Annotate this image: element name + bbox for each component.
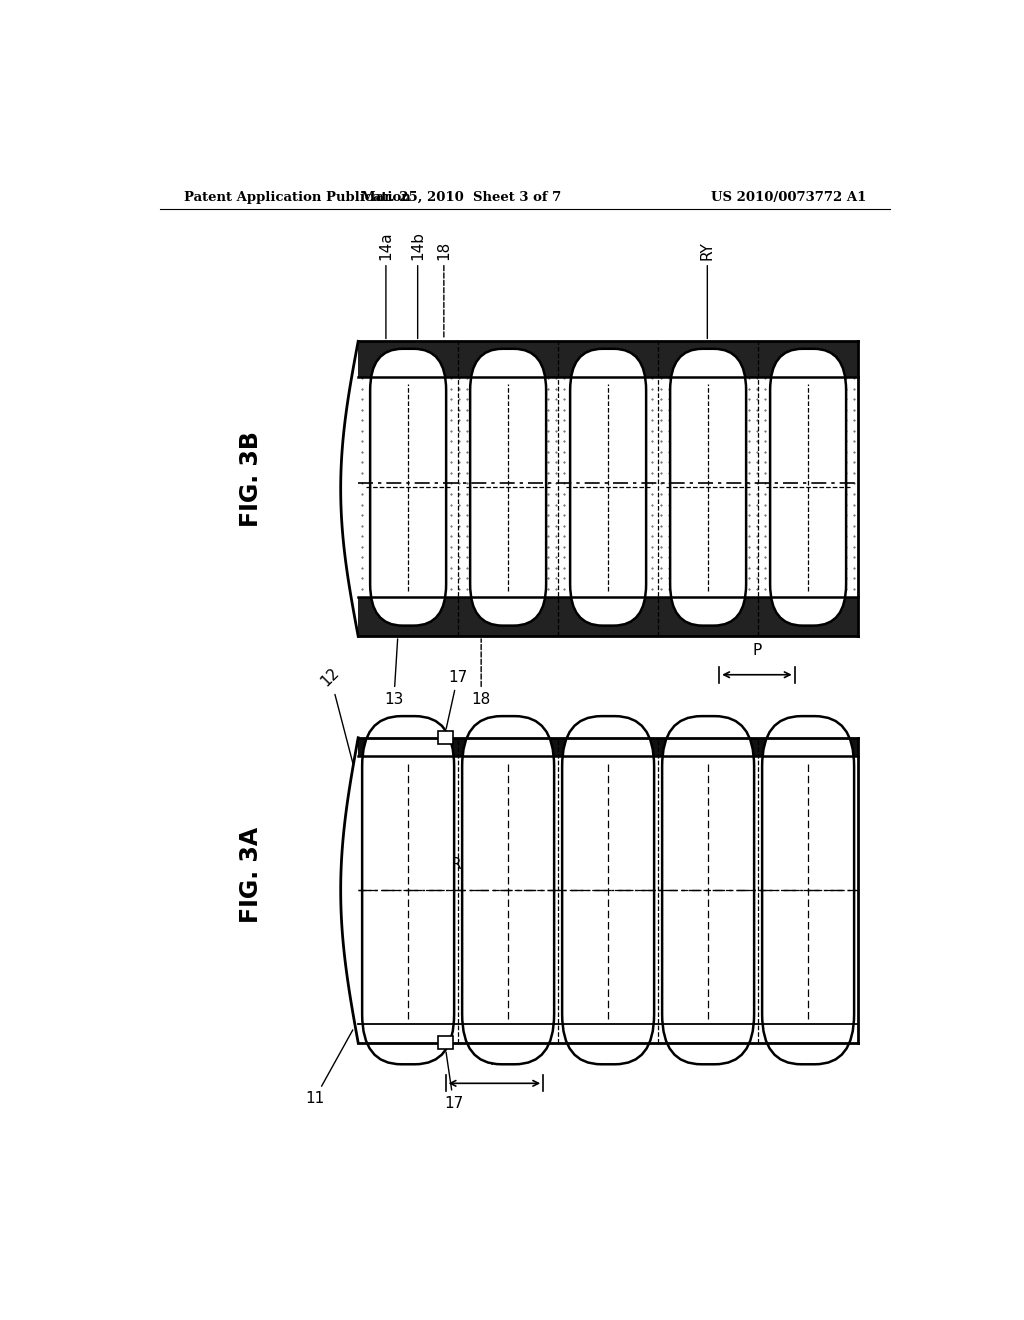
- FancyBboxPatch shape: [362, 717, 454, 1064]
- Text: P: P: [489, 1053, 499, 1068]
- Text: RY: RY: [699, 242, 715, 338]
- Bar: [438, 731, 453, 744]
- Text: 17: 17: [444, 1052, 463, 1110]
- Text: Mar. 25, 2010  Sheet 3 of 7: Mar. 25, 2010 Sheet 3 of 7: [361, 190, 561, 203]
- Text: US 2010/0073772 A1: US 2010/0073772 A1: [711, 190, 866, 203]
- Bar: [358, 598, 858, 636]
- Text: 18: 18: [471, 639, 490, 708]
- Text: 18: 18: [436, 240, 452, 338]
- Text: FIG. 3A: FIG. 3A: [239, 826, 263, 923]
- Text: P: P: [753, 643, 762, 659]
- Bar: [358, 738, 858, 1043]
- Text: 17: 17: [446, 669, 467, 729]
- Bar: [438, 1036, 453, 1049]
- FancyBboxPatch shape: [762, 717, 854, 1064]
- Text: 11: 11: [305, 1030, 353, 1106]
- Text: Patent Application Publication: Patent Application Publication: [183, 190, 411, 203]
- FancyBboxPatch shape: [370, 348, 446, 626]
- Bar: [358, 342, 858, 378]
- Text: 14b: 14b: [411, 231, 425, 338]
- FancyBboxPatch shape: [462, 717, 554, 1064]
- FancyBboxPatch shape: [770, 348, 846, 626]
- FancyBboxPatch shape: [570, 348, 646, 626]
- Text: 12: 12: [318, 665, 353, 766]
- FancyBboxPatch shape: [470, 348, 546, 626]
- FancyBboxPatch shape: [562, 717, 654, 1064]
- FancyBboxPatch shape: [670, 348, 746, 626]
- Text: 14a: 14a: [379, 231, 393, 338]
- Text: 13: 13: [384, 639, 403, 708]
- Text: RL: RL: [451, 857, 506, 924]
- Bar: [358, 738, 858, 756]
- FancyBboxPatch shape: [663, 717, 754, 1064]
- Text: FIG. 3B: FIG. 3B: [239, 430, 263, 527]
